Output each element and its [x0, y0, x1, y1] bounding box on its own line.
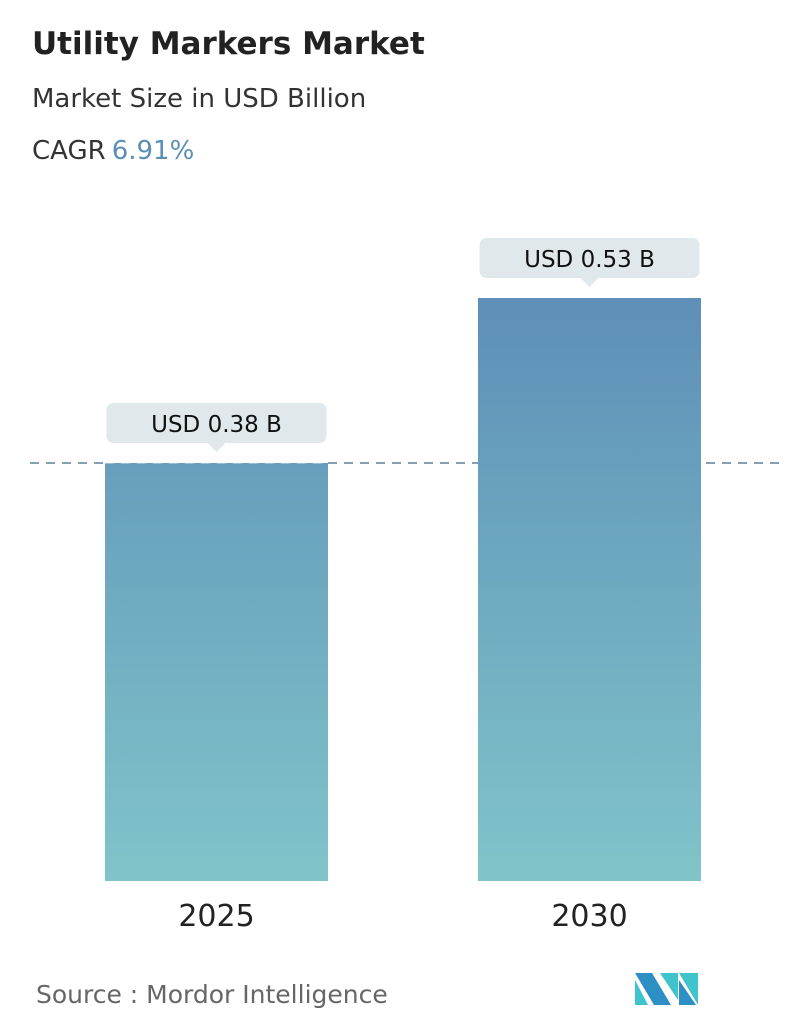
- bar-2025: [105, 463, 328, 881]
- cagr-label: CAGR: [32, 136, 106, 166]
- data-label: USD 0.53 B: [524, 247, 655, 273]
- cagr-value: 6.91%: [111, 136, 195, 166]
- data-label-pointer: [207, 443, 226, 452]
- x-tick-label: 2025: [178, 899, 254, 934]
- x-tick-label: 2030: [551, 899, 627, 934]
- data-label: USD 0.38 B: [151, 412, 282, 438]
- cagr: CAGR 6.91%: [32, 136, 194, 166]
- data-label-pointer: [580, 278, 599, 287]
- data-label-box: [479, 238, 700, 278]
- source-text: Source : Mordor Intelligence: [36, 980, 388, 1009]
- chart-subtitle: Market Size in USD Billion: [32, 84, 367, 114]
- bar-2030: [478, 298, 701, 881]
- chart-title: Utility Markers Market: [32, 26, 425, 62]
- data-label-box: [106, 403, 327, 443]
